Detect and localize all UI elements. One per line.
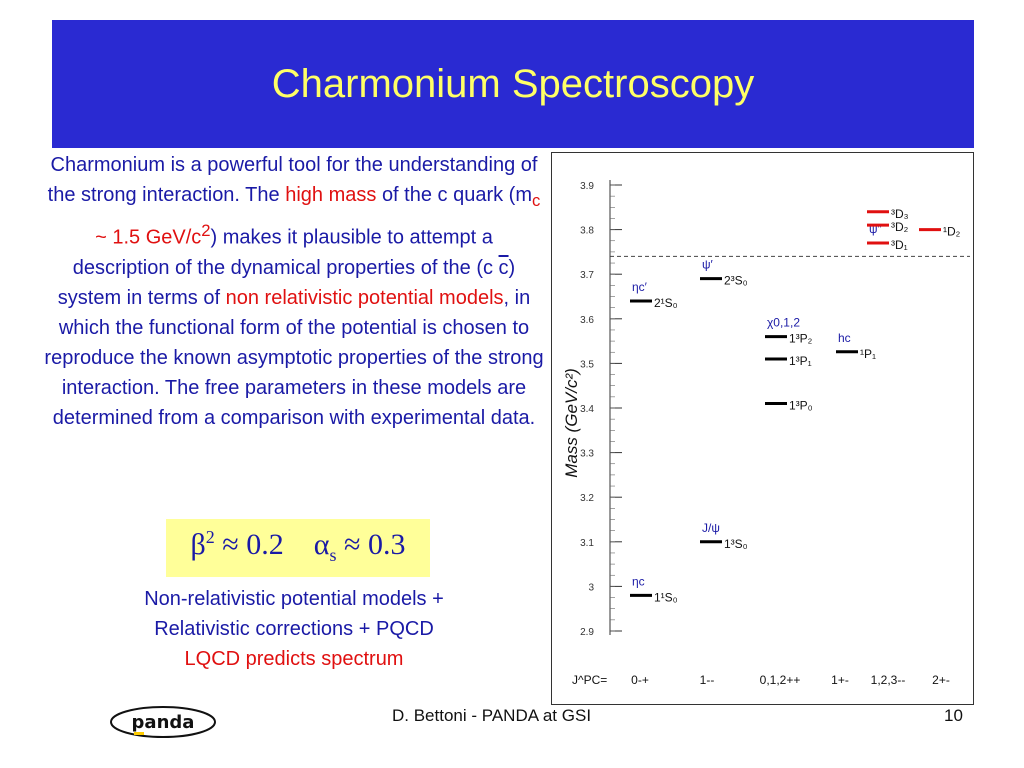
- particle-label: hc: [838, 331, 851, 345]
- y-axis-label: Mass (GeV/c²): [562, 368, 581, 478]
- panda-logo: panda: [108, 704, 218, 745]
- footer-author: D. Bettoni - PANDA at GSI: [392, 706, 592, 725]
- spectrum-svg: 2.9 3 3.1 3.2 3.3 3.4 3.5 3.6 3.7 3.8 3.9 0-+ 1-- 0,1…: [562, 180, 970, 687]
- panda-logo-text: panda: [132, 712, 195, 733]
- body-text-4: ) system in terms of: [57, 256, 516, 309]
- alpha-symbol: α: [313, 528, 330, 561]
- y-tick-label: 3.6: [580, 315, 594, 326]
- body-text-3: ) makes it plausible to attempt a descri…: [72, 226, 493, 279]
- beta-exponent: 2: [205, 527, 215, 547]
- jpc-label: J^PC=: [572, 673, 607, 687]
- jpc-column-label: 1,2,3--: [871, 673, 906, 687]
- nonrel-highlight: non relativistic potential models: [225, 286, 504, 309]
- alpha-value: ≈ 0.3: [336, 528, 406, 561]
- y-tick-label: 3.1: [580, 538, 594, 549]
- body-paragraph: Charmonium is a powerful tool for the un…: [44, 150, 544, 433]
- state-label: 1³P₁: [789, 354, 812, 368]
- jpc-column-label: 1+-: [831, 673, 849, 687]
- body-text-2: of the c quark (m: [381, 184, 532, 206]
- jpc-column-label: 2+-: [932, 673, 950, 687]
- particle-label: ψ′: [702, 258, 714, 272]
- particle-label: ηc′: [632, 280, 648, 294]
- state-label: ³D₃: [891, 207, 909, 221]
- state-label: 1³P₀: [789, 399, 813, 413]
- note-line-1: Non-relativistic potential models +: [144, 588, 444, 610]
- slide-title: Charmonium Spectroscopy: [271, 62, 755, 106]
- y-tick-label: 3.8: [580, 226, 594, 237]
- formula: β2 ≈ 0.2 αs ≈ 0.3: [166, 527, 430, 566]
- state-label: 1³P₂: [789, 332, 813, 346]
- y-tick-label: 2.9: [580, 627, 594, 638]
- jpc-column-label: 0,1,2++: [760, 673, 801, 687]
- body-text-1: Charmonium is a powerful tool for the un…: [47, 154, 538, 206]
- mass-unit: GeV/c: [145, 226, 202, 249]
- notes: Non-relativistic potential models + Rela…: [44, 584, 544, 674]
- mc-subscript: c: [532, 191, 541, 210]
- page-number: 10: [944, 706, 963, 725]
- high-mass-highlight: high mass: [285, 184, 377, 206]
- note-line-2: Relativistic corrections + PQCD: [154, 618, 434, 640]
- state-label: 1³S₀: [724, 537, 748, 551]
- jpc-column-label: 1--: [700, 673, 715, 687]
- beta-symbol: β: [190, 528, 206, 561]
- state-label: ¹D₂: [943, 225, 961, 239]
- alpha-subscript: s: [329, 545, 337, 565]
- charmonium-spectrum-chart: 2.9 3 3.1 3.2 3.3 3.4 3.5 3.6 3.7 3.8 3.9 0-+ 1-- 0,1…: [551, 152, 974, 705]
- y-tick-label: 3.9: [580, 181, 594, 192]
- y-tick-label: 3: [588, 582, 594, 593]
- state-label: 2³S₀: [724, 274, 748, 288]
- body-text-5: , in which the functional form of the po…: [44, 286, 544, 429]
- state-label: ³D₁: [891, 238, 908, 252]
- state-label: 2¹S₀: [654, 296, 678, 310]
- panda-logo-svg: panda: [110, 706, 216, 738]
- state-label: 1¹S₀: [654, 590, 678, 604]
- formula-box: β2 ≈ 0.2 αs ≈ 0.3: [166, 519, 430, 577]
- y-tick-label: 3.2: [580, 493, 594, 504]
- note-line-3: LQCD predicts spectrum: [184, 648, 404, 670]
- particle-label: ηc: [632, 574, 645, 588]
- cbar-quark: c: [498, 256, 509, 279]
- y-tick-label: 3.4: [580, 404, 594, 415]
- y-tick-label: 3.7: [580, 270, 594, 281]
- particle-label: χ0,1,2: [767, 316, 800, 330]
- jpc-column-label: 0-+: [631, 673, 649, 687]
- y-tick-label: 3.3: [580, 449, 594, 460]
- title-band: Charmonium Spectroscopy: [52, 20, 974, 148]
- beta-value: ≈ 0.2: [214, 528, 284, 561]
- state-label: ¹P₁: [860, 347, 876, 361]
- y-tick-label: 3.5: [580, 359, 594, 370]
- particle-label: J/ψ: [702, 521, 720, 535]
- state-label: ³D₂: [891, 220, 909, 234]
- mass-unit-sup: 2: [201, 221, 211, 240]
- mass-value: ~ 1.5: [95, 226, 141, 249]
